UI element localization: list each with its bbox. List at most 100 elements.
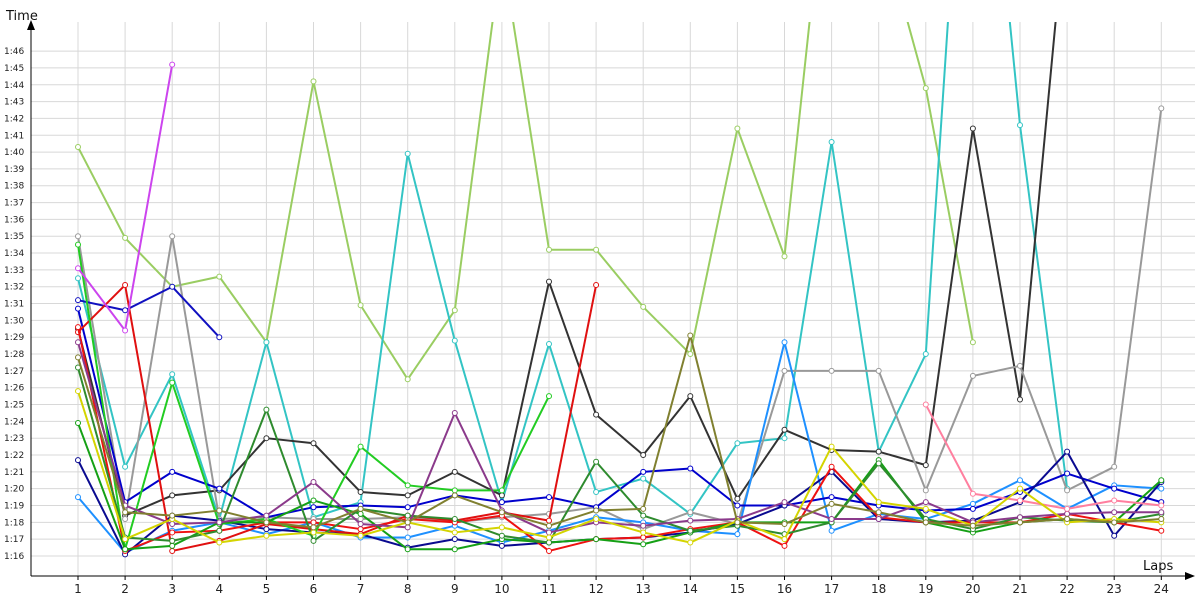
data-point xyxy=(310,440,317,447)
y-tick-label: 1:16 xyxy=(4,552,24,562)
data-point xyxy=(216,519,223,526)
y-tick-label: 1:37 xyxy=(4,199,24,209)
series-line xyxy=(77,422,1162,551)
data-point xyxy=(1111,519,1118,526)
data-point xyxy=(451,409,458,416)
data-point xyxy=(734,495,741,502)
data-point xyxy=(451,337,458,344)
data-point xyxy=(828,463,835,470)
y-axis-arrow xyxy=(27,20,35,30)
x-tick-label: 20 xyxy=(965,582,980,596)
data-point xyxy=(310,497,317,504)
data-point xyxy=(922,462,929,469)
data-point xyxy=(404,504,411,511)
data-point xyxy=(1064,487,1071,494)
x-tick-label: 10 xyxy=(494,582,509,596)
data-point xyxy=(546,494,552,501)
data-point xyxy=(781,367,788,374)
data-point xyxy=(1111,497,1118,504)
data-point xyxy=(169,233,176,240)
y-tick-label: 1:29 xyxy=(4,333,24,343)
data-point xyxy=(263,512,270,519)
series-line xyxy=(77,22,974,381)
y-tick-label: 1:23 xyxy=(4,434,24,444)
data-point xyxy=(451,492,458,499)
data-point xyxy=(498,492,505,499)
data-point xyxy=(687,465,694,472)
data-point xyxy=(404,482,411,489)
data-point xyxy=(169,468,176,475)
series-14 xyxy=(75,61,176,334)
data-point xyxy=(1158,502,1165,509)
data-point xyxy=(451,487,458,494)
data-point xyxy=(875,367,882,374)
data-point xyxy=(828,515,835,522)
series-line xyxy=(77,22,1057,517)
y-tick-label: 1:27 xyxy=(4,367,24,377)
data-point xyxy=(75,324,81,331)
data-point xyxy=(546,393,552,400)
data-point xyxy=(122,536,129,543)
x-tick-label: 1 xyxy=(74,582,82,596)
data-point xyxy=(75,494,81,501)
data-point xyxy=(122,327,129,334)
data-point xyxy=(687,509,694,516)
x-tick-label: 4 xyxy=(215,582,223,596)
y-tick-label: 1:43 xyxy=(4,98,24,108)
data-point xyxy=(498,487,505,494)
data-point xyxy=(969,500,976,507)
data-point xyxy=(969,125,976,132)
data-point xyxy=(546,539,552,546)
data-point xyxy=(1111,509,1118,516)
data-point xyxy=(781,426,788,433)
x-tick-label: 8 xyxy=(404,582,412,596)
data-point xyxy=(781,339,788,346)
y-tick-label: 1:17 xyxy=(4,535,24,545)
data-point xyxy=(263,526,270,533)
data-point xyxy=(75,144,81,151)
y-tick-label: 1:24 xyxy=(4,417,24,427)
data-point xyxy=(263,532,270,539)
x-tick-label: 21 xyxy=(1012,582,1027,596)
series-18 xyxy=(75,332,1165,531)
data-point xyxy=(1017,122,1023,129)
y-tick-label: 1:45 xyxy=(4,64,24,74)
y-tick-label: 1:28 xyxy=(4,350,24,360)
x-tick-label: 9 xyxy=(451,582,459,596)
data-point xyxy=(640,452,647,459)
data-point xyxy=(640,512,647,519)
data-point xyxy=(1158,515,1165,522)
data-point xyxy=(687,351,694,358)
y-tick-label: 1:39 xyxy=(4,165,24,175)
data-point xyxy=(216,527,223,534)
x-tick-label: 16 xyxy=(777,582,792,596)
data-point xyxy=(922,505,929,512)
series-3 xyxy=(75,22,1057,519)
data-point xyxy=(546,246,552,253)
x-tick-label: 7 xyxy=(357,582,365,596)
series-line xyxy=(77,367,1162,544)
data-point xyxy=(546,529,552,536)
data-point xyxy=(404,150,411,157)
data-point xyxy=(75,241,81,248)
y-tick-label: 1:42 xyxy=(4,114,24,124)
data-point xyxy=(75,354,81,361)
y-tick-label: 1:26 xyxy=(4,384,24,394)
data-point xyxy=(1158,105,1165,112)
data-point xyxy=(169,521,176,528)
series-group xyxy=(75,22,1165,558)
data-point xyxy=(263,435,270,442)
series-line xyxy=(77,390,1162,544)
data-point xyxy=(169,371,176,378)
data-point xyxy=(169,512,176,519)
data-point xyxy=(404,376,411,383)
data-point xyxy=(640,534,647,541)
y-tick-labels: 1:16 1:17 1:18 1:19 1:20 1:21 1:22 1:23 1:24 1:25… xyxy=(4,47,24,562)
data-point xyxy=(75,420,81,427)
data-point xyxy=(640,541,647,548)
y-tick-label: 1:33 xyxy=(4,266,24,276)
data-point xyxy=(640,303,647,310)
data-point xyxy=(169,542,176,549)
data-point xyxy=(734,125,741,132)
data-point xyxy=(122,234,129,241)
